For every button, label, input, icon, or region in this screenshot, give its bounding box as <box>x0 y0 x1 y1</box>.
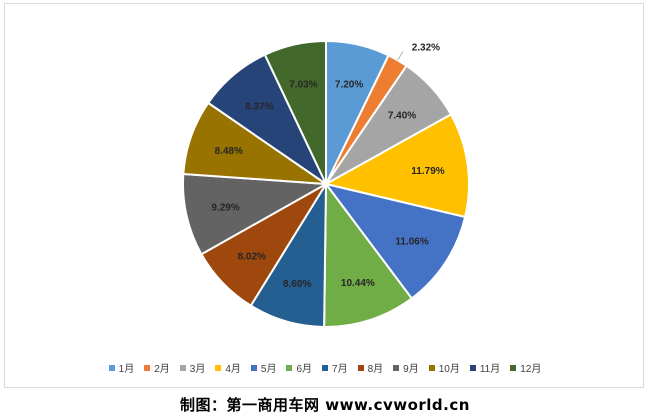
pie-slice-4 <box>323 113 470 219</box>
legend-swatch-5 <box>250 364 257 371</box>
pie-slice-9 <box>182 172 330 256</box>
data-label-6: 10.44% <box>341 278 375 289</box>
legend-label-1: 1月 <box>118 364 135 375</box>
chart-caption: 制图：第一商用车网 www.cvworld.cn <box>180 396 470 414</box>
legend-label-5: 5月 <box>260 364 277 375</box>
legend-item-8: 8月 <box>357 360 384 375</box>
data-label-11: 8.37% <box>245 102 273 113</box>
legend-item-5: 5月 <box>250 360 277 375</box>
legend-label-11: 11月 <box>479 364 501 375</box>
legend-item-3: 3月 <box>179 360 206 375</box>
pie-slice-6 <box>323 181 414 328</box>
data-label-10: 8.48% <box>215 146 243 157</box>
legend-item-11: 11月 <box>469 360 501 375</box>
data-label-8: 8.02% <box>238 251 266 262</box>
legend-label-3: 3月 <box>189 364 206 375</box>
legend-swatch-1 <box>108 364 115 371</box>
data-label-7: 8.60% <box>283 279 311 290</box>
legend-item-10: 10月 <box>428 360 460 375</box>
legend-item-12: 12月 <box>510 360 541 375</box>
legend-swatch-10 <box>428 364 435 371</box>
legend-label-6: 6月 <box>296 364 313 375</box>
legend-swatch-12 <box>510 364 517 371</box>
legend-label-8: 8月 <box>367 364 384 375</box>
legend-item-2: 2月 <box>144 360 170 375</box>
data-label-5: 11.06% <box>395 236 428 247</box>
legend-item-1: 1月 <box>108 360 135 375</box>
legend-swatch-4 <box>215 364 222 371</box>
data-label-3: 7.40% <box>388 111 416 122</box>
legend: 1月 2月 3月 4月 5月 6月 7月 8月 9月 10月 11月 12月 <box>5 360 645 375</box>
leader-line-2 <box>397 51 404 61</box>
data-label-2: 2.32% <box>412 42 440 53</box>
data-label-1: 7.20% <box>335 80 363 91</box>
legend-item-7: 7月 <box>322 360 348 375</box>
legend-label-9: 9月 <box>403 364 419 375</box>
pie-chart: 7.20% 2.32% 7.40% 11.79% 11.06% 10.44% 8.60% 8.… <box>182 39 470 329</box>
legend-label-12: 12月 <box>520 364 542 375</box>
legend-label-10: 10月 <box>438 364 460 375</box>
legend-swatch-8 <box>357 364 364 371</box>
legend-swatch-3 <box>179 364 186 371</box>
legend-item-4: 4月 <box>215 360 241 375</box>
chart-frame: 7.20% 2.32% 7.40% 11.79% 11.06% 10.44% 8.60% 8.… <box>4 3 644 388</box>
legend-item-6: 6月 <box>286 360 312 375</box>
data-label-9: 9.29% <box>211 203 239 214</box>
legend-swatch-11 <box>469 364 476 371</box>
legend-swatch-9 <box>393 364 400 371</box>
legend-swatch-7 <box>322 364 329 371</box>
data-label-4: 11.79% <box>411 166 444 177</box>
legend-label-4: 4月 <box>225 364 241 375</box>
legend-item-9: 9月 <box>393 360 419 375</box>
legend-swatch-2 <box>144 364 151 371</box>
data-label-12: 7.03% <box>289 80 317 91</box>
pie-slice-5 <box>323 182 467 300</box>
pie-slice-12 <box>263 39 327 185</box>
legend-swatch-6 <box>286 364 293 371</box>
legend-label-7: 7月 <box>332 364 348 375</box>
legend-label-2: 2月 <box>154 364 170 375</box>
